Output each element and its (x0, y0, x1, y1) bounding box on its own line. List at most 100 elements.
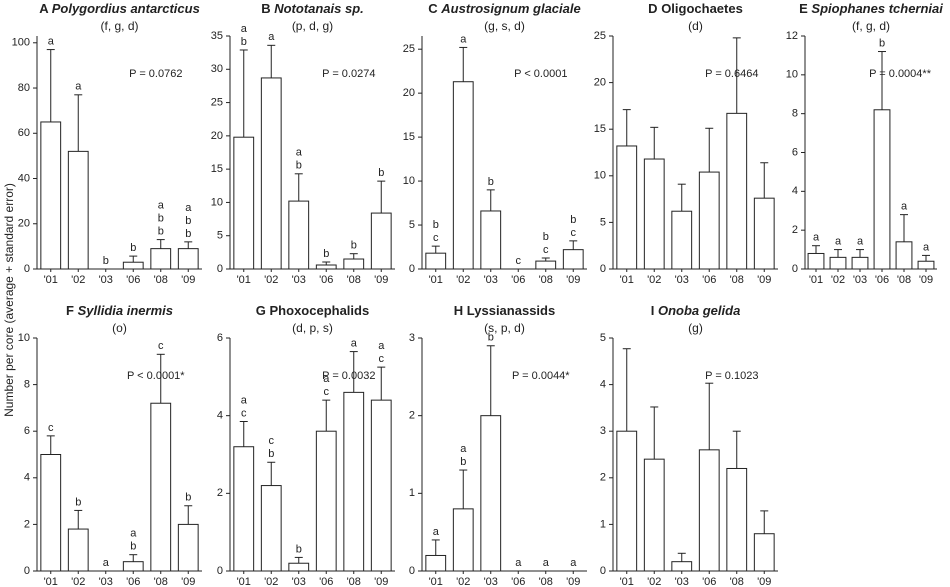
x-tick-label: '03 (675, 274, 689, 286)
x-tick-label: '01 (620, 274, 634, 286)
bar (917, 260, 935, 270)
significance-letter: a (351, 337, 358, 349)
significance-letter: a (75, 81, 82, 93)
bar (698, 171, 720, 270)
x-tick-label: '01 (237, 274, 251, 286)
p-value: P = 0.0762 (129, 68, 182, 80)
x-tick-label: '09 (757, 274, 771, 286)
x-tick-label: '06 (875, 274, 889, 286)
y-tick-label: 2 (24, 518, 30, 530)
bar (425, 252, 447, 270)
significance-letter: c (324, 386, 330, 398)
panel-letter: G (256, 303, 266, 318)
bar (480, 210, 502, 270)
panel-letter: I (651, 303, 655, 318)
bar (452, 81, 474, 270)
significance-letter: c (158, 340, 164, 352)
x-tick-label: '06 (319, 274, 333, 286)
x-tick-label: '03 (292, 576, 306, 587)
bar (851, 256, 869, 270)
y-tick-label: 10 (594, 170, 606, 182)
significance-letter: b (433, 219, 439, 231)
bar (343, 391, 365, 572)
x-tick-label: '03 (99, 274, 113, 286)
significance-letter: a (460, 33, 467, 45)
x-tick-label: '08 (897, 274, 911, 286)
significance-letter: a (460, 443, 467, 455)
panel-subtitle: (s, p, d) (484, 321, 525, 335)
p-value: P = 0.0032 (322, 370, 375, 382)
bar (315, 264, 337, 270)
significance-letter: c (48, 422, 54, 434)
bar (643, 458, 665, 572)
y-tick-label: 15 (211, 163, 223, 175)
significance-letter: a (433, 526, 440, 538)
panel-letter: F (66, 303, 74, 318)
y-tick-label: 4 (24, 472, 30, 484)
panel-subtitle: (g, s, d) (484, 19, 525, 33)
y-tick-label: 15 (594, 123, 606, 135)
p-value: P = 0.6464 (705, 68, 758, 80)
bar (425, 554, 447, 572)
significance-letter: a (48, 35, 55, 47)
y-tick-label: 80 (18, 82, 30, 94)
panel-subtitle: (d, p, s) (292, 321, 333, 335)
y-tick-label: 6 (217, 332, 223, 344)
panel-subtitle: (f, g, d) (852, 19, 890, 33)
x-tick-label: '08 (154, 274, 168, 286)
significance-letter: c (241, 407, 247, 419)
x-tick-label: '02 (264, 274, 278, 286)
x-tick-label: '09 (566, 576, 580, 587)
y-tick-label: 35 (211, 30, 223, 42)
panel-name: Spiophanes tcherniai (811, 1, 943, 16)
x-tick-label: '01 (429, 274, 443, 286)
y-tick-label: 0 (24, 565, 30, 577)
significance-letter: a (185, 202, 192, 214)
bar (671, 210, 693, 270)
y-tick-label: 0 (409, 263, 415, 275)
y-tick-label: 2 (217, 487, 223, 499)
significance-letter: b (488, 176, 494, 188)
y-tick-label: 0 (409, 565, 415, 577)
y-tick-label: 10 (786, 69, 798, 81)
bar (177, 523, 199, 572)
x-tick-label: '03 (292, 274, 306, 286)
panel-subtitle: (o) (112, 321, 127, 335)
x-tick-label: '08 (347, 274, 361, 286)
bar (370, 399, 392, 572)
bar (40, 454, 62, 572)
bar (616, 430, 638, 572)
significance-letter: a (241, 394, 248, 406)
x-tick-label: '09 (374, 274, 388, 286)
y-tick-label: 12 (786, 30, 798, 42)
significance-letter: b (351, 240, 357, 252)
significance-letter: a (901, 201, 908, 213)
bar (150, 248, 172, 270)
y-tick-label: 25 (594, 30, 606, 42)
significance-letter: b (460, 456, 466, 468)
panel-title: C Austrosignum glaciale (428, 1, 580, 16)
significance-letter: b (158, 212, 164, 224)
panel-name: Austrosignum glaciale (440, 1, 580, 16)
x-tick-label: '09 (919, 274, 933, 286)
x-tick-label: '08 (539, 274, 553, 286)
panel-name: Nototanais sp. (274, 1, 364, 16)
x-tick-label: '06 (511, 274, 525, 286)
y-tick-label: 3 (409, 332, 415, 344)
panel-title: G Phoxocephalids (256, 303, 369, 318)
x-tick-label: '06 (511, 576, 525, 587)
significance-letter: b (570, 214, 576, 226)
bar (895, 241, 913, 270)
bar (753, 533, 775, 572)
significance-letter: b (130, 242, 136, 254)
x-tick-label: '08 (154, 576, 168, 587)
bar (233, 446, 255, 572)
significance-letter: b (378, 167, 384, 179)
y-tick-label: 20 (403, 87, 415, 99)
x-tick-label: '01 (237, 576, 251, 587)
x-tick-label: '03 (484, 274, 498, 286)
panel-subtitle: (d) (688, 19, 703, 33)
significance-letter: a (543, 557, 550, 569)
y-tick-label: 4 (217, 410, 223, 422)
x-tick-label: '09 (566, 274, 580, 286)
